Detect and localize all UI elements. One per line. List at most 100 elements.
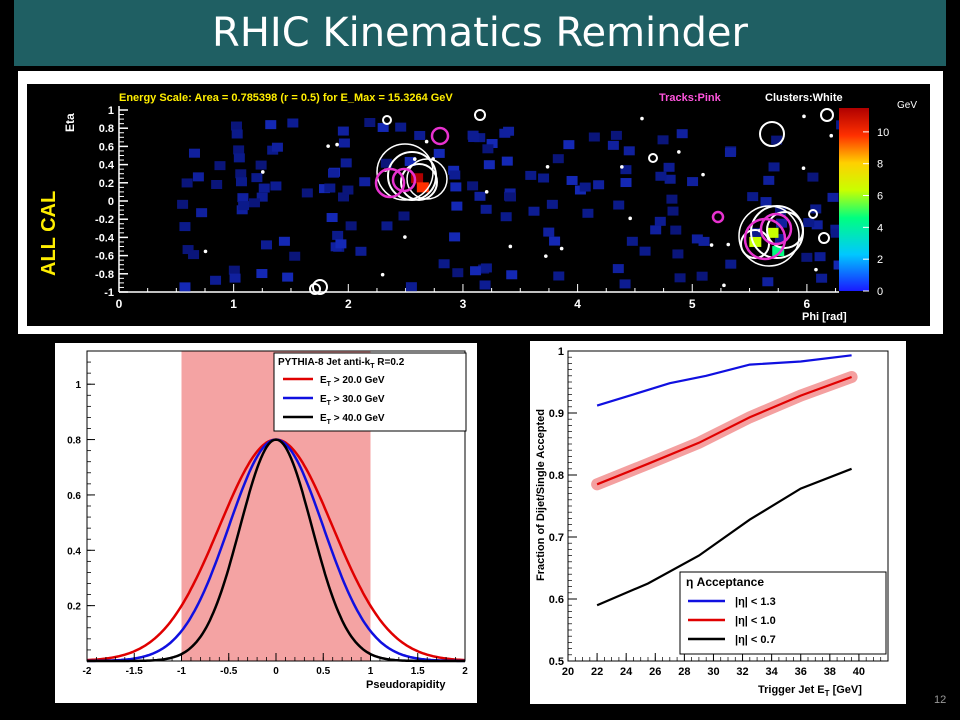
tower-cell <box>256 192 268 202</box>
tower-cell <box>801 252 813 262</box>
tower-cell <box>404 156 416 166</box>
tower-cell <box>623 146 635 156</box>
colorbar-tick-label: 8 <box>877 159 883 171</box>
eta-tick-label: 0.2 <box>99 178 114 190</box>
tower-cell <box>238 201 250 211</box>
cluster-circle <box>808 209 818 219</box>
tower-cell <box>814 252 826 262</box>
tower-cell <box>179 282 191 292</box>
y-tick-label: 0.6 <box>67 491 81 502</box>
tower-cell <box>626 236 638 246</box>
tower-cell <box>255 160 267 170</box>
colorbar-tick-label: 4 <box>877 222 883 234</box>
phi-axis: 0 1 2 3 4 5 6 <box>116 284 839 311</box>
tower-cell <box>747 192 759 202</box>
y-tick-label: 1 <box>75 380 81 391</box>
track-circle <box>374 167 406 199</box>
phi-tick-label: 5 <box>689 297 696 311</box>
tower-cell <box>260 240 272 250</box>
tower-cell <box>181 178 193 188</box>
cluster-dot <box>701 172 705 177</box>
x-tick-label: 24 <box>620 666 633 678</box>
tower-cell <box>177 199 189 209</box>
tower-cell <box>504 192 516 202</box>
legend-entry: ET > 40.0 GeV <box>320 413 385 426</box>
tower-cell <box>256 269 268 279</box>
tower-cell <box>763 175 775 185</box>
fraction-line <box>596 354 852 407</box>
y-tick-label: 0.9 <box>549 408 564 420</box>
cluster-dot <box>260 170 265 174</box>
phi-tick-label: 0 <box>116 297 123 311</box>
cluster-dot <box>335 142 339 147</box>
side-label: ALL CAL <box>38 191 60 276</box>
tower-cell <box>278 236 290 246</box>
tower-cell <box>448 165 460 175</box>
tower-cell <box>332 230 344 240</box>
cluster-dot <box>544 254 548 258</box>
tower-cell <box>196 208 208 218</box>
tower-cell <box>405 282 417 292</box>
x-tick-label: 0 <box>273 666 279 677</box>
tower-cell <box>467 181 479 191</box>
y-tick-label: 1 <box>558 346 564 358</box>
phi-tick-label: 4 <box>574 297 581 311</box>
cluster-dot <box>508 244 513 249</box>
tower-cell <box>338 192 350 202</box>
x-axis: 20 22 24 26 28 30 32 34 36 38 40 <box>562 653 889 678</box>
tower-cell <box>233 145 245 155</box>
x-tick-label: -1 <box>177 666 186 677</box>
slide-title: RHIC Kinematics Reminder <box>212 10 748 56</box>
tower-cell <box>474 133 486 143</box>
tower-cell <box>265 120 277 130</box>
tower-cell <box>803 218 815 228</box>
tower-cell <box>553 271 565 281</box>
tower-cell <box>655 171 667 181</box>
cluster-circle <box>818 232 830 244</box>
y-tick-label: 0.8 <box>549 470 564 482</box>
tower-cell <box>619 279 631 289</box>
tower-cell <box>563 140 575 150</box>
tower-cell <box>474 191 486 201</box>
tower-cell <box>251 173 263 183</box>
phi-tick-label: 3 <box>460 297 467 311</box>
tower-cell <box>776 218 788 228</box>
tower-cell <box>528 206 540 216</box>
tower-cell <box>654 216 666 226</box>
x-tick-label: 32 <box>736 666 748 678</box>
legend-title: η Acceptance <box>686 575 764 589</box>
tower-cell <box>672 249 684 259</box>
tower-cell <box>664 174 676 184</box>
colorbar-tick-label: 6 <box>877 191 883 203</box>
colorbar-tick-label: 2 <box>877 254 883 266</box>
tower-cell <box>228 265 240 275</box>
legend-items: |η| < 1.3 |η| < 1.0 |η| < 0.7 <box>688 596 776 646</box>
cluster-dot <box>722 283 726 288</box>
tower-cell <box>355 246 367 256</box>
x-axis-label: Trigger Jet ET [GeV] <box>758 684 862 698</box>
hot-towers <box>411 173 785 257</box>
x-tick-label: 1.5 <box>411 666 425 677</box>
x-tick-label: -2 <box>83 666 92 677</box>
tower-cell <box>452 268 464 278</box>
tower-cell <box>450 182 462 192</box>
tower-cell <box>768 162 780 172</box>
tower-cell <box>301 188 313 198</box>
legend-entry: ET > 20.0 GeV <box>320 375 385 388</box>
tower-cell <box>566 175 578 185</box>
cluster-circle <box>406 158 448 200</box>
colorbar-gradient <box>839 108 869 291</box>
x-tick-label: 0.5 <box>316 666 330 677</box>
tower-cell <box>233 153 245 163</box>
eta-tick-label: -0.2 <box>95 214 114 226</box>
cluster-dot <box>484 190 489 194</box>
cluster-circle <box>740 229 770 259</box>
tower-cell <box>335 239 347 249</box>
x-tick-label: 34 <box>766 666 779 678</box>
tower-cell <box>499 128 511 138</box>
tower-cell <box>650 225 662 235</box>
phi-tick-label: 1 <box>230 297 237 311</box>
tower-cell <box>414 130 426 140</box>
cluster-dot <box>203 249 208 254</box>
tower-cell <box>237 193 249 203</box>
